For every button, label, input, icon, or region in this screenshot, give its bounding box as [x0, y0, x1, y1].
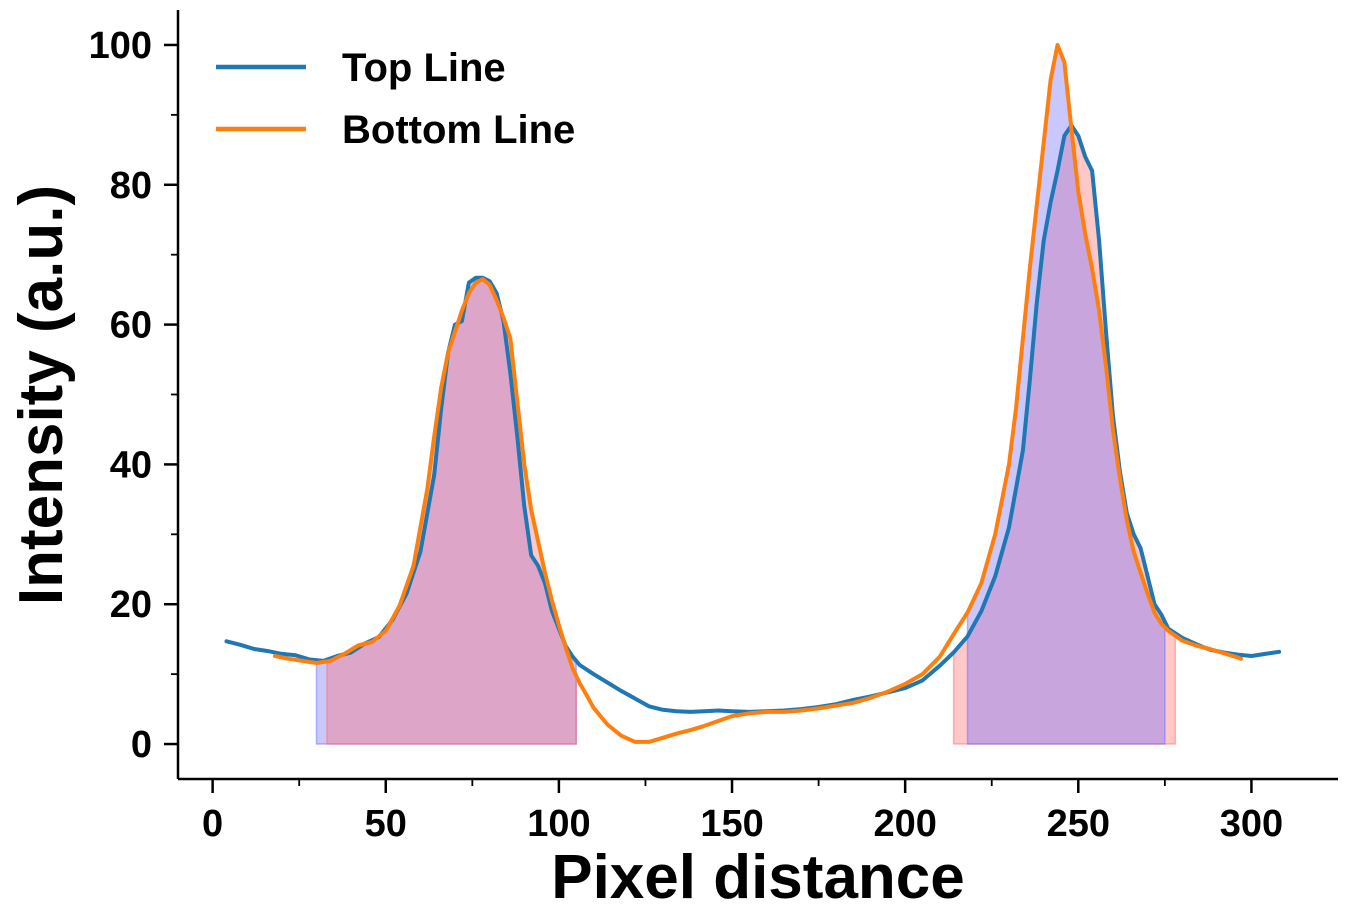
lines-layer: [224, 43, 1282, 744]
x-tick-label: 300: [1220, 803, 1283, 845]
x-tick-label: 50: [365, 803, 407, 845]
y-tick-label: 60: [110, 305, 152, 347]
y-tick-label: 100: [89, 25, 152, 67]
y-tick-label: 20: [110, 584, 152, 626]
area-fill-4: [966, 42, 1166, 745]
legend-label-2: Bottom Line: [342, 108, 575, 152]
series-line-2: [273, 43, 1243, 744]
x-axis-title: Pixel distance: [551, 843, 965, 912]
x-tick-label: 250: [1047, 803, 1110, 845]
x-tick-label: 0: [202, 803, 223, 845]
x-tick-label: 100: [527, 803, 590, 845]
axes-layer: 0 50 100 150 200 250 300 0 20 40 60 80 100: [89, 10, 1338, 845]
legend-label-1: Top Line: [342, 46, 506, 90]
x-tick-label: 200: [873, 803, 936, 845]
x-tick-label: 150: [700, 803, 763, 845]
y-tick-label: 0: [131, 724, 152, 766]
y-axis-title: Intensity (a.u.): [7, 185, 76, 605]
legend: Top Line Bottom Line: [216, 46, 575, 152]
y-tick-label: 80: [110, 165, 152, 207]
area-fill-2: [326, 278, 577, 745]
y-tick-label: 40: [110, 444, 152, 486]
